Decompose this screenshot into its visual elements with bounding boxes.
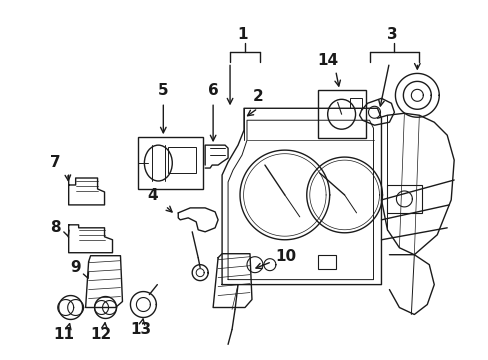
Text: 3: 3 xyxy=(386,27,397,42)
Bar xyxy=(168,147,196,173)
Text: 8: 8 xyxy=(50,220,61,235)
Bar xyxy=(317,90,365,138)
Text: 4: 4 xyxy=(147,188,157,203)
Text: 6: 6 xyxy=(207,83,218,98)
Bar xyxy=(349,98,361,108)
Text: 9: 9 xyxy=(70,260,81,275)
Text: 10: 10 xyxy=(275,249,296,264)
Text: 11: 11 xyxy=(53,327,74,342)
Text: 5: 5 xyxy=(158,83,168,98)
Bar xyxy=(138,137,203,189)
Text: 2: 2 xyxy=(252,89,263,104)
Bar xyxy=(317,255,335,269)
Text: 13: 13 xyxy=(130,322,151,337)
Text: 7: 7 xyxy=(50,154,61,170)
Text: 12: 12 xyxy=(90,327,111,342)
Text: 1: 1 xyxy=(237,27,248,42)
Bar xyxy=(386,185,422,213)
Text: 14: 14 xyxy=(316,53,338,68)
